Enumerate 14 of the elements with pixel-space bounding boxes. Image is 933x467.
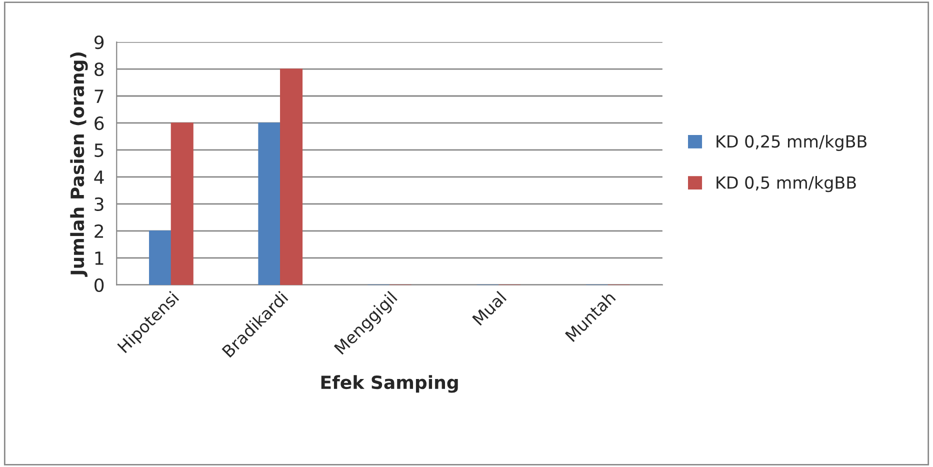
y-tick-label: 9 xyxy=(94,35,104,50)
y-tick-label: 1 xyxy=(95,252,104,265)
legend-label: KD 0,25 mm/kgBB xyxy=(716,134,866,151)
y-tick-label: 8 xyxy=(94,62,104,76)
y-tick-label: 0 xyxy=(94,278,104,292)
y-tick-label: 7 xyxy=(94,90,104,103)
y-tick-label: 3 xyxy=(94,197,104,212)
y-axis-title: Jumlah Pasien (orang) xyxy=(70,52,88,277)
y-tick-label: 2 xyxy=(94,224,104,238)
x-axis-title: Efek Samping xyxy=(321,375,458,393)
y-tick-label: 4 xyxy=(94,170,104,184)
y-tick-label: 6 xyxy=(94,116,104,130)
legend-label: KD 0,5 mm/kgBB xyxy=(716,176,856,192)
y-tick-label: 5 xyxy=(94,144,104,158)
